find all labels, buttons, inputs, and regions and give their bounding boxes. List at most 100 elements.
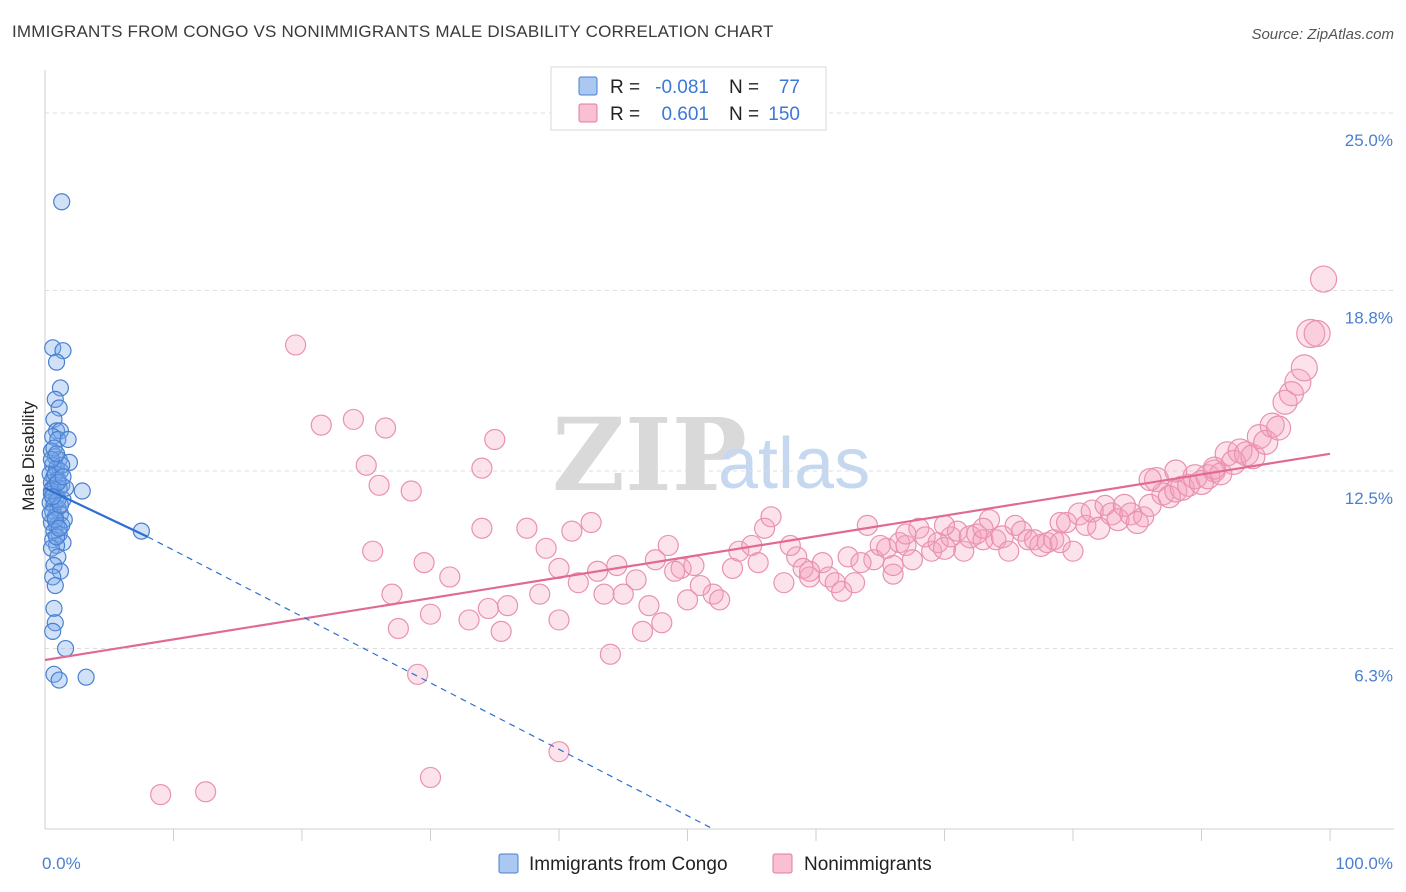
bottom-legend-swatch-congo [498, 853, 519, 874]
nonimmigrants-point [567, 572, 589, 594]
congo-point [46, 511, 64, 529]
congo-points [41, 193, 150, 689]
legend-r-value-congo: -0.081 [655, 77, 709, 98]
nonimmigrants-point [824, 572, 846, 594]
nonimmigrants-point [753, 517, 776, 539]
nonimmigrants-point [477, 597, 499, 620]
congo-point [54, 468, 72, 486]
congo-point [44, 622, 62, 640]
congo-point [53, 193, 71, 211]
nonimmigrants-point [1080, 499, 1104, 523]
nonimmigrants-point [683, 554, 705, 577]
nonimmigrants-point [972, 517, 994, 539]
x-tick-labels: 0.0% 100.0% [42, 854, 1393, 873]
nonimmigrants-point [1227, 438, 1253, 464]
nonimmigrants-point [471, 517, 493, 539]
congo-point [46, 576, 64, 595]
legend-r-value-nonimmigrants: 0.601 [661, 104, 709, 125]
legend-r-label-2: R = [610, 104, 640, 125]
nonimmigrants-point [355, 454, 377, 476]
congo-point [77, 668, 95, 686]
nonimmigrants-point [516, 517, 538, 539]
nonimmigrants-point [747, 552, 769, 574]
nonimmigrants-point [458, 609, 480, 631]
x-tick-label-0: 0.0% [42, 854, 81, 873]
x-tick-label-1: 100.0% [1335, 854, 1393, 873]
nonimmigrants-point [998, 540, 1020, 562]
nonimmigrants-point [561, 520, 583, 542]
congo-point [50, 671, 68, 689]
nonimmigrants-point [490, 620, 512, 642]
nonimmigrants-point [831, 580, 853, 602]
legend-n-label-2: N = [729, 104, 759, 125]
nonimmigrants-point [1240, 444, 1266, 470]
legend-n-label: N = [729, 77, 759, 98]
nonimmigrants-point [978, 509, 1001, 531]
nonimmigrants-point [843, 572, 866, 594]
legend-n-value-nonimmigrants: 150 [768, 104, 800, 125]
gridlines [45, 112, 1394, 650]
nonimmigrants-point [612, 583, 634, 605]
nonimmigrants-point [901, 549, 923, 571]
nonimmigrants-point [310, 414, 332, 436]
nonimmigrants-point [1049, 531, 1071, 554]
bottom-legend: Immigrants from Congo Nonimmigrants [498, 853, 932, 875]
nonimmigrants-point [644, 549, 666, 571]
nonimmigrants-point [362, 540, 384, 562]
nonimmigrants-point [786, 546, 808, 568]
congo-point [50, 519, 68, 537]
nonimmigrants-point [625, 569, 647, 591]
nonimmigrants-point [953, 540, 975, 562]
nonimmigrants-point [1233, 441, 1260, 467]
legend-swatch-nonimmigrants [578, 103, 598, 123]
nonimmigrants-point [933, 514, 956, 537]
nonimmigrants-point [1272, 389, 1298, 415]
nonimmigrants-point [1138, 493, 1162, 517]
nonimmigrants-point [664, 560, 686, 582]
nonimmigrants-point [1265, 415, 1292, 441]
trend-lines [44, 452, 1331, 830]
nonimmigrants-point [1004, 514, 1026, 537]
nonimmigrants-point [1284, 368, 1312, 396]
nonimmigrants-point [850, 552, 872, 574]
nonimmigrants-point [657, 534, 679, 557]
nonimmigrants-point [1202, 456, 1226, 480]
bottom-legend-label-nonimmigrants: Nonimmigrants [804, 854, 932, 875]
nonimmigrants-point [709, 589, 731, 611]
nonimmigrants-point [837, 546, 859, 568]
nonimmigrants-point [856, 514, 879, 537]
nonimmigrants-point [407, 663, 429, 685]
watermark-atlas: atlas [718, 424, 870, 504]
y-tick-labels: 6.3% 12.5% 18.8% 25.0% [1345, 131, 1393, 686]
congo-point [46, 390, 64, 408]
nonimmigrants-point [882, 554, 904, 577]
legend-r-label: R = [610, 77, 640, 98]
nonimmigrants-point [195, 781, 217, 803]
chart-title: IMMIGRANTS FROM CONGO VS NONIMMIGRANTS M… [12, 22, 774, 41]
nonimmigrants-point [932, 536, 957, 560]
congo-point [49, 548, 67, 566]
nonimmigrants-point [1106, 508, 1130, 532]
nonimmigrants-point [484, 428, 506, 451]
nonimmigrants-point [150, 784, 172, 806]
nonimmigrants-point [548, 609, 570, 631]
nonimmigrants-point [1062, 540, 1084, 562]
nonimmigrants-point [606, 554, 628, 577]
legend-swatch-congo [578, 76, 598, 96]
congo-point [59, 430, 77, 449]
nonimmigrants-point [535, 537, 557, 559]
nonimmigrants-point [387, 617, 409, 640]
nonimmigrants-point [818, 566, 840, 588]
congo-trend-line-extension [147, 536, 714, 830]
nonimmigrants-point [908, 517, 930, 539]
y-tick-label-3: 25.0% [1345, 131, 1393, 150]
nonimmigrants-point [548, 741, 570, 763]
nonimmigrants-point [798, 566, 821, 588]
y-tick-label-0: 6.3% [1354, 667, 1393, 686]
nonimmigrants-point [342, 408, 364, 431]
nonimmigrants-point [651, 612, 673, 634]
nonimmigrants-point [798, 560, 821, 582]
nonimmigrants-point [400, 480, 422, 502]
y-tick-label-1: 12.5% [1345, 489, 1393, 508]
